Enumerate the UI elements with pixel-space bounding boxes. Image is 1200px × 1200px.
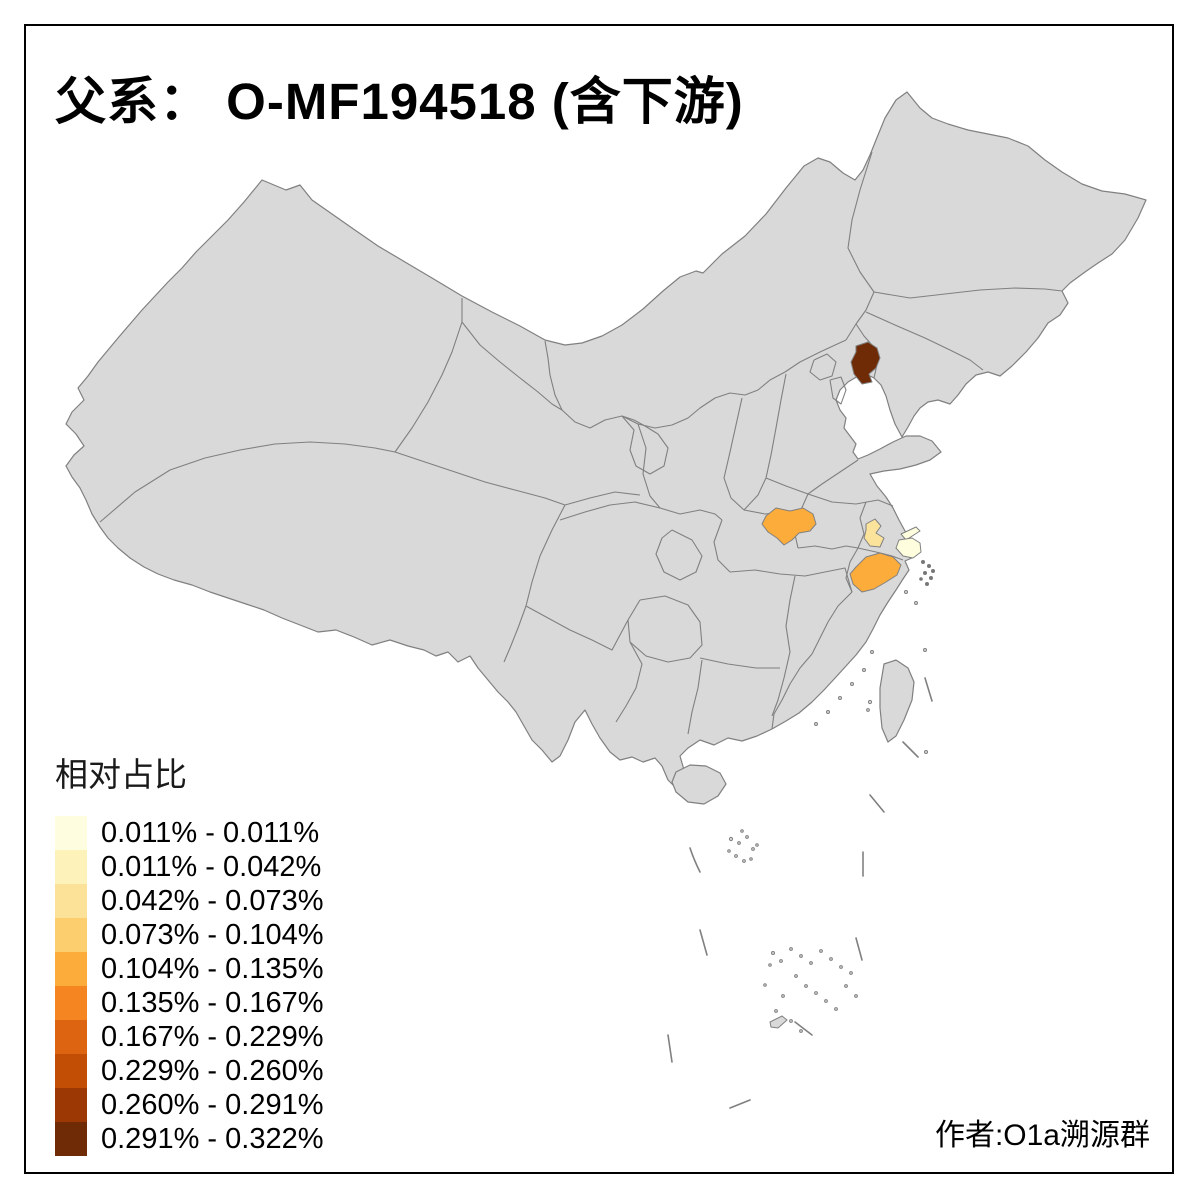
legend-label: 0.073% - 0.104%: [101, 918, 324, 951]
highlight-region-orange-south: [849, 552, 902, 593]
legend-item: 0.073% - 0.104%: [55, 918, 323, 952]
attribution-text: 作者:O1a溯源群: [934, 1119, 1150, 1152]
legend-label: 0.104% - 0.135%: [101, 952, 324, 985]
highlight-region-dark-brown: [850, 341, 881, 385]
highlighted-regions: [761, 341, 922, 593]
legend-item: 0.135% - 0.167%: [55, 986, 323, 1020]
legend-label: 0.011% - 0.042%: [101, 850, 322, 883]
china-mainland: [65, 91, 1147, 791]
dash-line-segments: [667, 677, 933, 1109]
legend-swatch: [55, 952, 87, 986]
legend-label: 0.260% - 0.291%: [101, 1088, 324, 1121]
landmass-group: [65, 91, 1147, 805]
highlight-region-orange-west: [761, 507, 817, 546]
plot-frame: [24, 24, 1174, 1174]
legend-item: 0.291% - 0.322%: [55, 1122, 323, 1156]
legend-swatch: [55, 1122, 87, 1156]
legend-label: 0.135% - 0.167%: [101, 986, 324, 1019]
south-sea-islet: [769, 1015, 788, 1029]
legend-item: 0.011% - 0.011%: [55, 816, 323, 850]
map-title: 父系： O-MF194518 (含下游): [55, 73, 744, 130]
legend-title: 相对占比: [55, 756, 187, 793]
highlight-region-ivory-sliver: [900, 526, 921, 541]
legend-swatch: [55, 850, 87, 884]
legend-label: 0.291% - 0.322%: [101, 1122, 324, 1155]
legend-label: 0.011% - 0.011%: [101, 816, 320, 849]
legend-swatch: [55, 884, 87, 918]
highlight-region-ivory-delta: [895, 537, 922, 559]
legend-swatch: [55, 1020, 87, 1054]
island-specks: [727, 560, 935, 1033]
legend-swatch: [55, 1088, 87, 1122]
legend-swatch: [55, 918, 87, 952]
legend-rows: 0.011% - 0.011% 0.011% - 0.042% 0.042% -…: [55, 816, 323, 1156]
legend-label: 0.167% - 0.229%: [101, 1020, 324, 1053]
legend-label: 0.042% - 0.073%: [101, 884, 324, 917]
taiwan-island: [879, 659, 915, 743]
legend: 相对占比 0.011% - 0.011% 0.011% - 0.042% 0.0…: [55, 748, 323, 1156]
legend-item: 0.260% - 0.291%: [55, 1088, 323, 1122]
legend-swatch: [55, 1054, 87, 1088]
highlight-region-pale-yellow: [863, 518, 885, 548]
legend-item: 0.011% - 0.042%: [55, 850, 323, 884]
hainan-island: [671, 764, 727, 805]
legend-swatch: [55, 986, 87, 1020]
legend-swatch: [55, 816, 87, 850]
legend-item: 0.229% - 0.260%: [55, 1054, 323, 1088]
legend-item: 0.042% - 0.073%: [55, 884, 323, 918]
legend-label: 0.229% - 0.260%: [101, 1054, 324, 1087]
legend-item: 0.167% - 0.229%: [55, 1020, 323, 1054]
legend-item: 0.104% - 0.135%: [55, 952, 323, 986]
